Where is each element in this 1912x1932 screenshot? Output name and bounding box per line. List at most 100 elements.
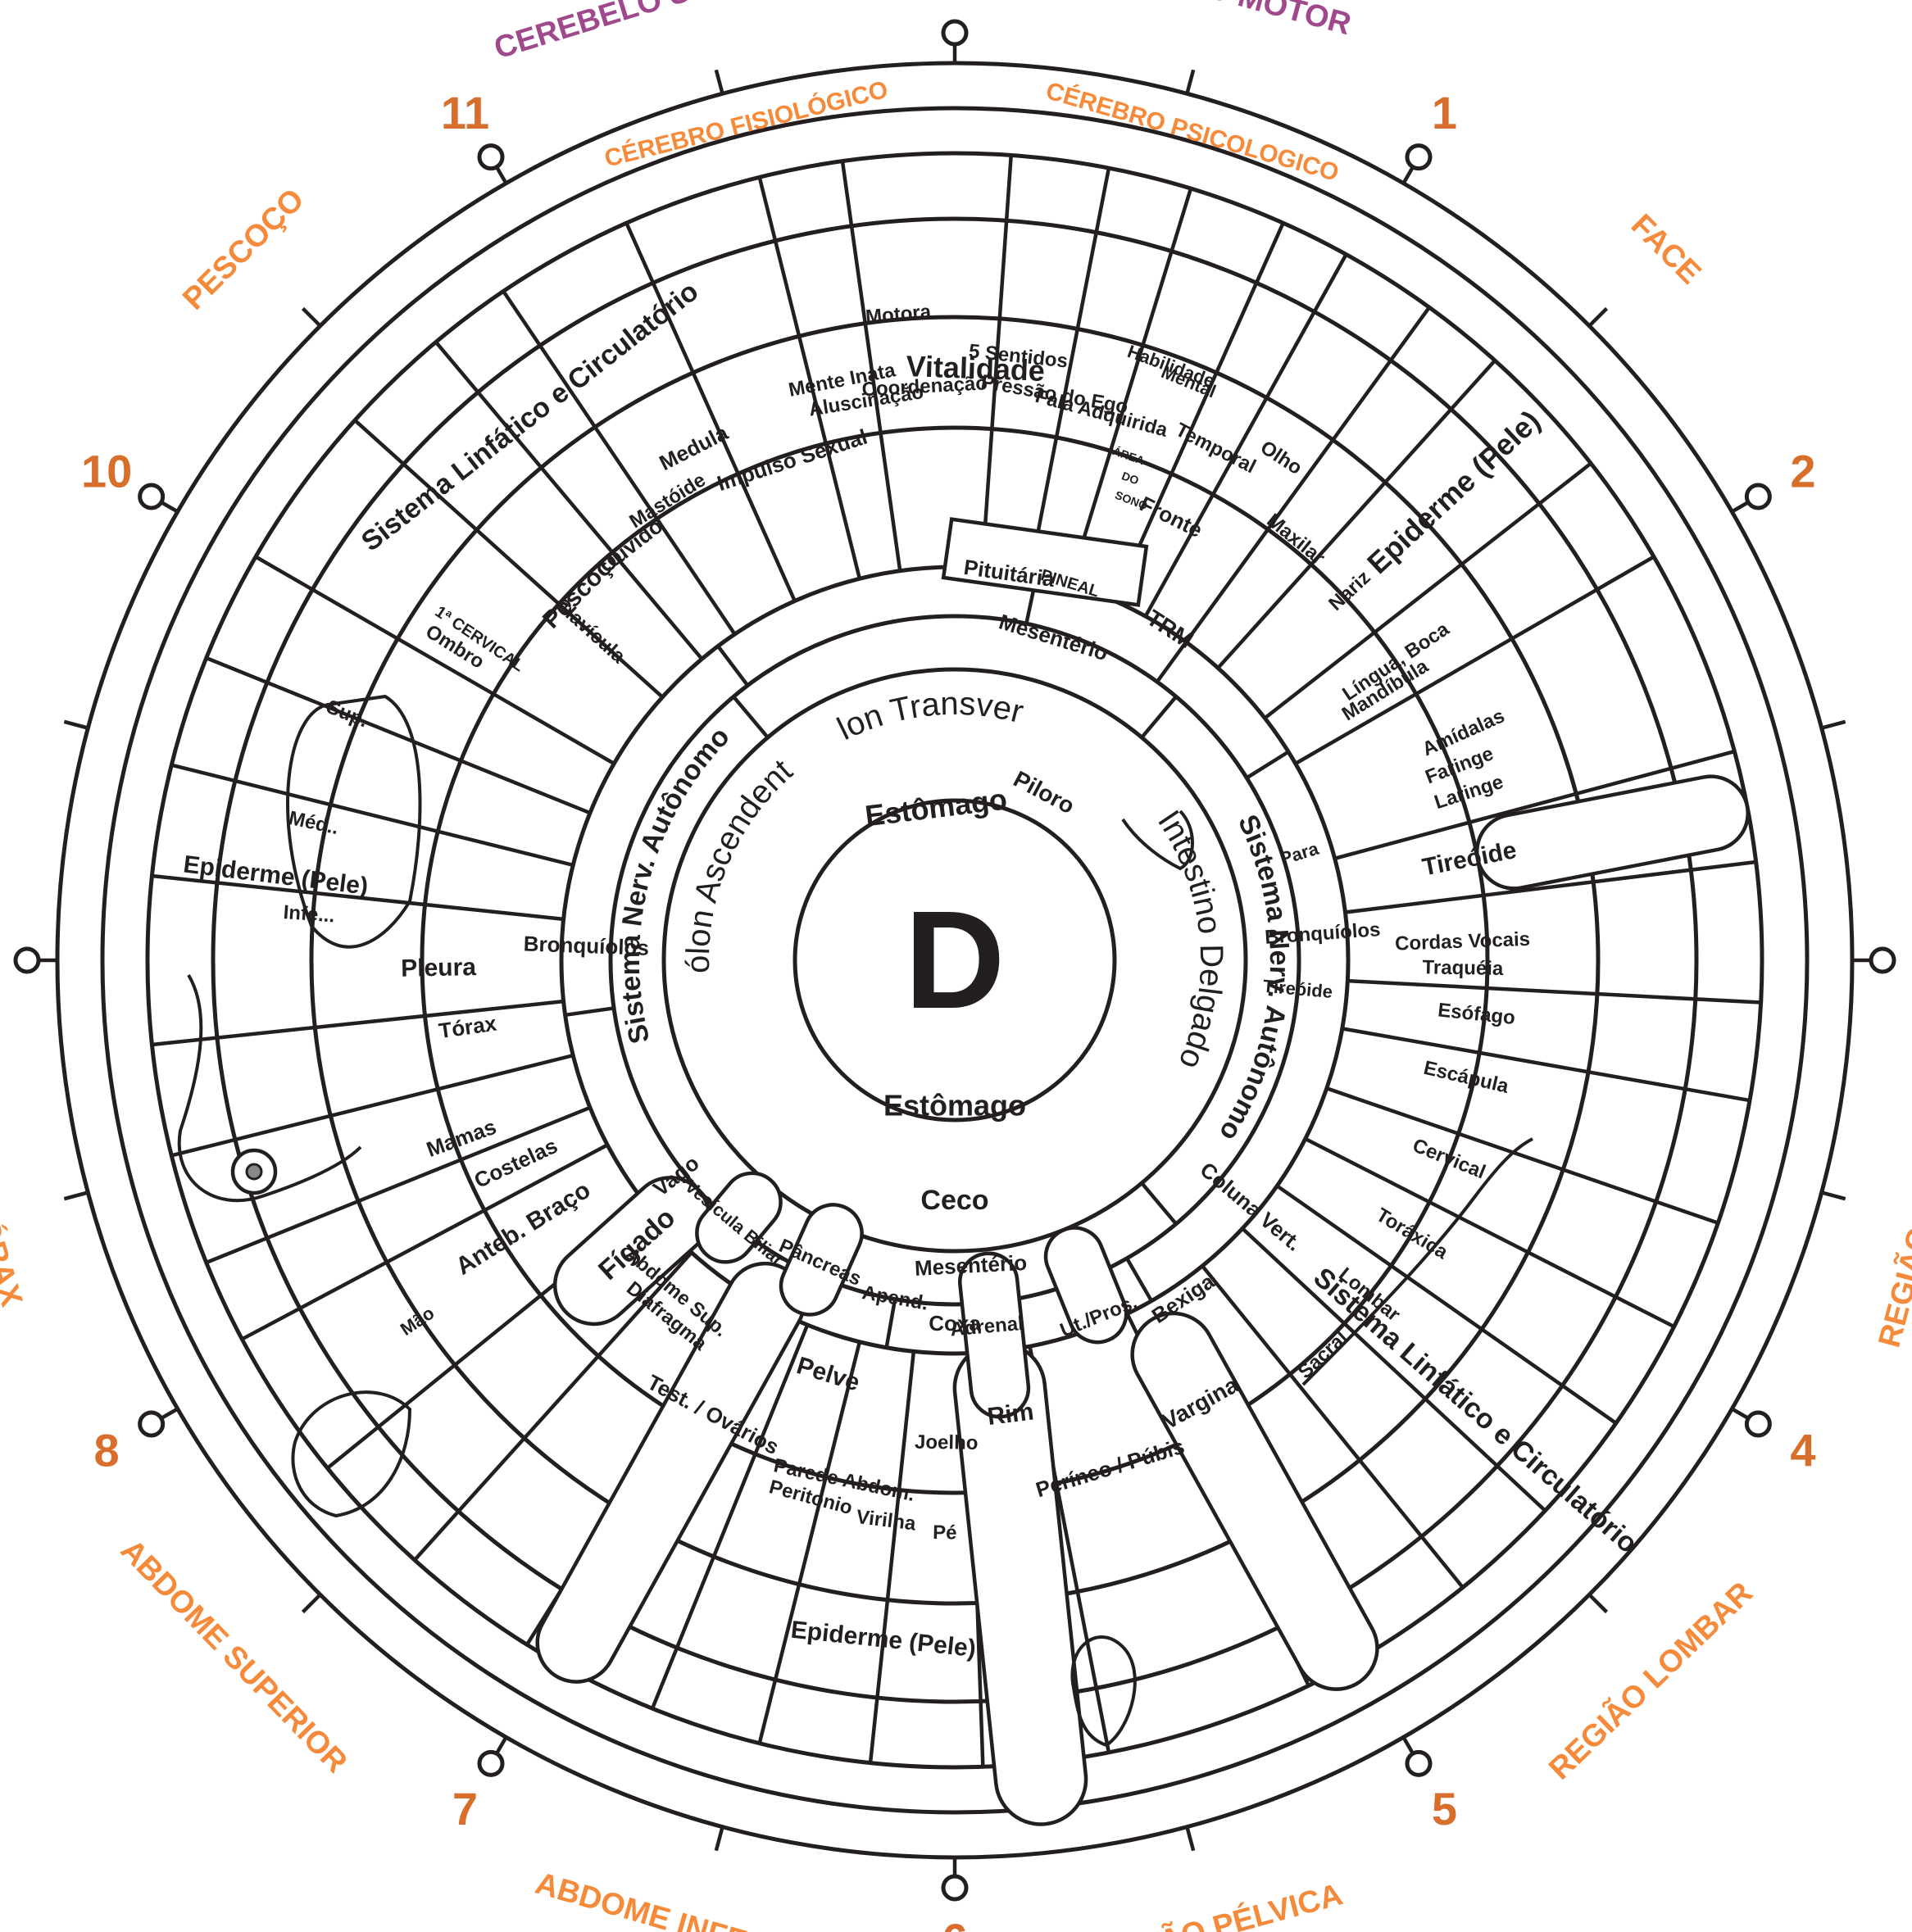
zone-label-11: Vitalidade: [906, 349, 1046, 388]
pupil-circle: [793, 798, 1117, 1122]
hour-label-2: 2: [1790, 446, 1815, 497]
hour-label-11: 11: [441, 87, 489, 138]
gallbladder-zone-shape: [695, 1171, 783, 1264]
outer-label-7: REGIÃO LOMBAR: [1542, 1575, 1760, 1787]
divider-1-5: [884, 1299, 897, 1349]
outer-label-12: PULMÃO: [0, 664, 7, 804]
pylorus-outline-icon: [1121, 810, 1194, 871]
divider-0-9: [1184, 306, 1431, 643]
hour-label-4: 4: [1790, 1425, 1815, 1476]
zone-label-84: Mesentério: [914, 1250, 1028, 1281]
uterus-zone: [1043, 1226, 1129, 1345]
divider-0-0: [502, 290, 737, 636]
pancreas-zone-shape: [779, 1203, 864, 1317]
divider-1-3: [1245, 750, 1290, 780]
outer-label-6: REGIÃO DORSAL: [1871, 1088, 1912, 1351]
clock-tick: [1821, 719, 1846, 730]
hour-label-5: 5: [1432, 1783, 1457, 1834]
outer-label-8: REGIÃO PÉLVICA: [1082, 1875, 1347, 1932]
zone-label-86: Estômago: [863, 782, 1009, 832]
outer-label-10: ABDOME SUPERIOR: [114, 1533, 354, 1780]
zone-label-38: Sacral: [1294, 1327, 1352, 1383]
zone-label-6: Impulso Sexual: [714, 424, 870, 496]
divider-0-10: [1216, 359, 1496, 669]
hour-dot-3: [1869, 946, 1896, 974]
zone-label-22: Fronte: [1136, 492, 1206, 542]
divider-0-4: [980, 155, 1013, 569]
liver-zone-shape: [552, 1176, 711, 1327]
adrenal-zone: [958, 1251, 1031, 1419]
zone-label-17: ÁREA: [1111, 444, 1147, 467]
zone-label-23: Maxilar: [1262, 510, 1328, 569]
zone-label-5: Medula: [656, 420, 733, 475]
hour-label-12: 12: [929, 0, 980, 7]
divider-0-18: [1304, 1136, 1675, 1329]
divider-0-34: [152, 999, 564, 1047]
divider-0-33: [170, 1053, 574, 1158]
divider-0-1: [624, 222, 797, 602]
zone-label-47: Coxa: [929, 1311, 981, 1336]
hour-dot-6: [941, 1874, 969, 1902]
kidney-outline-icon: [1070, 1635, 1137, 1748]
divider-0-26: [757, 1341, 862, 1744]
clock-tick: [1587, 306, 1609, 328]
thyroid-zone-shape: [1474, 774, 1750, 891]
clock-tick: [301, 1593, 322, 1614]
ring-3: [211, 216, 1699, 1704]
ring-1: [100, 106, 1810, 1815]
clock-tick: [1821, 1190, 1846, 1201]
divider-0-35: [152, 873, 564, 922]
divider-1-7: [565, 1006, 615, 1018]
zone-label-76: Bronquíolos: [523, 932, 649, 960]
divider-2-0: [732, 695, 770, 739]
thyroid-zone: [1474, 774, 1750, 891]
zone-label-64: Mamas: [423, 1114, 499, 1162]
divider-0-15: [1347, 978, 1761, 1005]
zone-label-42: Períneo / Púbis: [1033, 1434, 1187, 1503]
divider-0-25: [868, 1351, 916, 1763]
organ-shapes: [177, 517, 1750, 1826]
clock-tick: [1587, 1593, 1609, 1614]
outer-label-2: CÉREBRO MOTOR: [1075, 0, 1355, 42]
outer-label-11: TÓRAX: [0, 1195, 30, 1311]
divider-0-6: [1068, 188, 1193, 585]
zone-label-66: Pleura: [401, 954, 477, 982]
divider-1-4: [1125, 1257, 1153, 1302]
hour-dot-1: [1405, 143, 1433, 171]
divider-2-1: [1140, 695, 1178, 739]
divider-0-36: [170, 763, 574, 868]
divider-0-38: [254, 555, 615, 765]
radial-dividers: [152, 155, 1761, 1767]
divider-0-5: [1028, 167, 1111, 575]
divider-0-7: [1113, 222, 1285, 602]
hour-dot-2: [1744, 483, 1772, 510]
hour-dot-11: [477, 143, 505, 171]
divider-0-40: [434, 340, 704, 660]
nipple-center-icon: [245, 1163, 263, 1181]
zone-label-36: Toráxica: [1372, 1204, 1452, 1263]
hour-label-10: 10: [81, 446, 132, 497]
clock-tick: [714, 69, 724, 94]
divider-0-27: [650, 1324, 810, 1710]
breast-outline-icon: [177, 973, 362, 1203]
divider-0-21: [1201, 1264, 1465, 1589]
zone-label-49: Virilha: [855, 1506, 917, 1535]
ovaries-zone-shape: [535, 1261, 806, 1684]
divider-0-19: [1275, 1184, 1618, 1425]
liver-zone: [552, 1176, 711, 1327]
ring-5: [420, 425, 1490, 1495]
zone-label-79: Para: [1278, 838, 1322, 869]
zone-label-21: Olho: [1256, 437, 1306, 479]
divider-0-14: [1345, 859, 1756, 914]
divider-2-2: [1140, 1181, 1178, 1226]
divider-0-11: [1263, 461, 1592, 720]
zone-label-65: Tórax: [437, 1011, 498, 1044]
divider-0-13: [1334, 749, 1736, 860]
divider-0-32: [205, 1105, 591, 1265]
zone-label-34: Escápula: [1421, 1057, 1510, 1098]
divider-0-37: [205, 655, 591, 815]
outer-label-4: FACE: [1624, 208, 1707, 291]
spine-outline-icon: [1301, 1137, 1533, 1386]
